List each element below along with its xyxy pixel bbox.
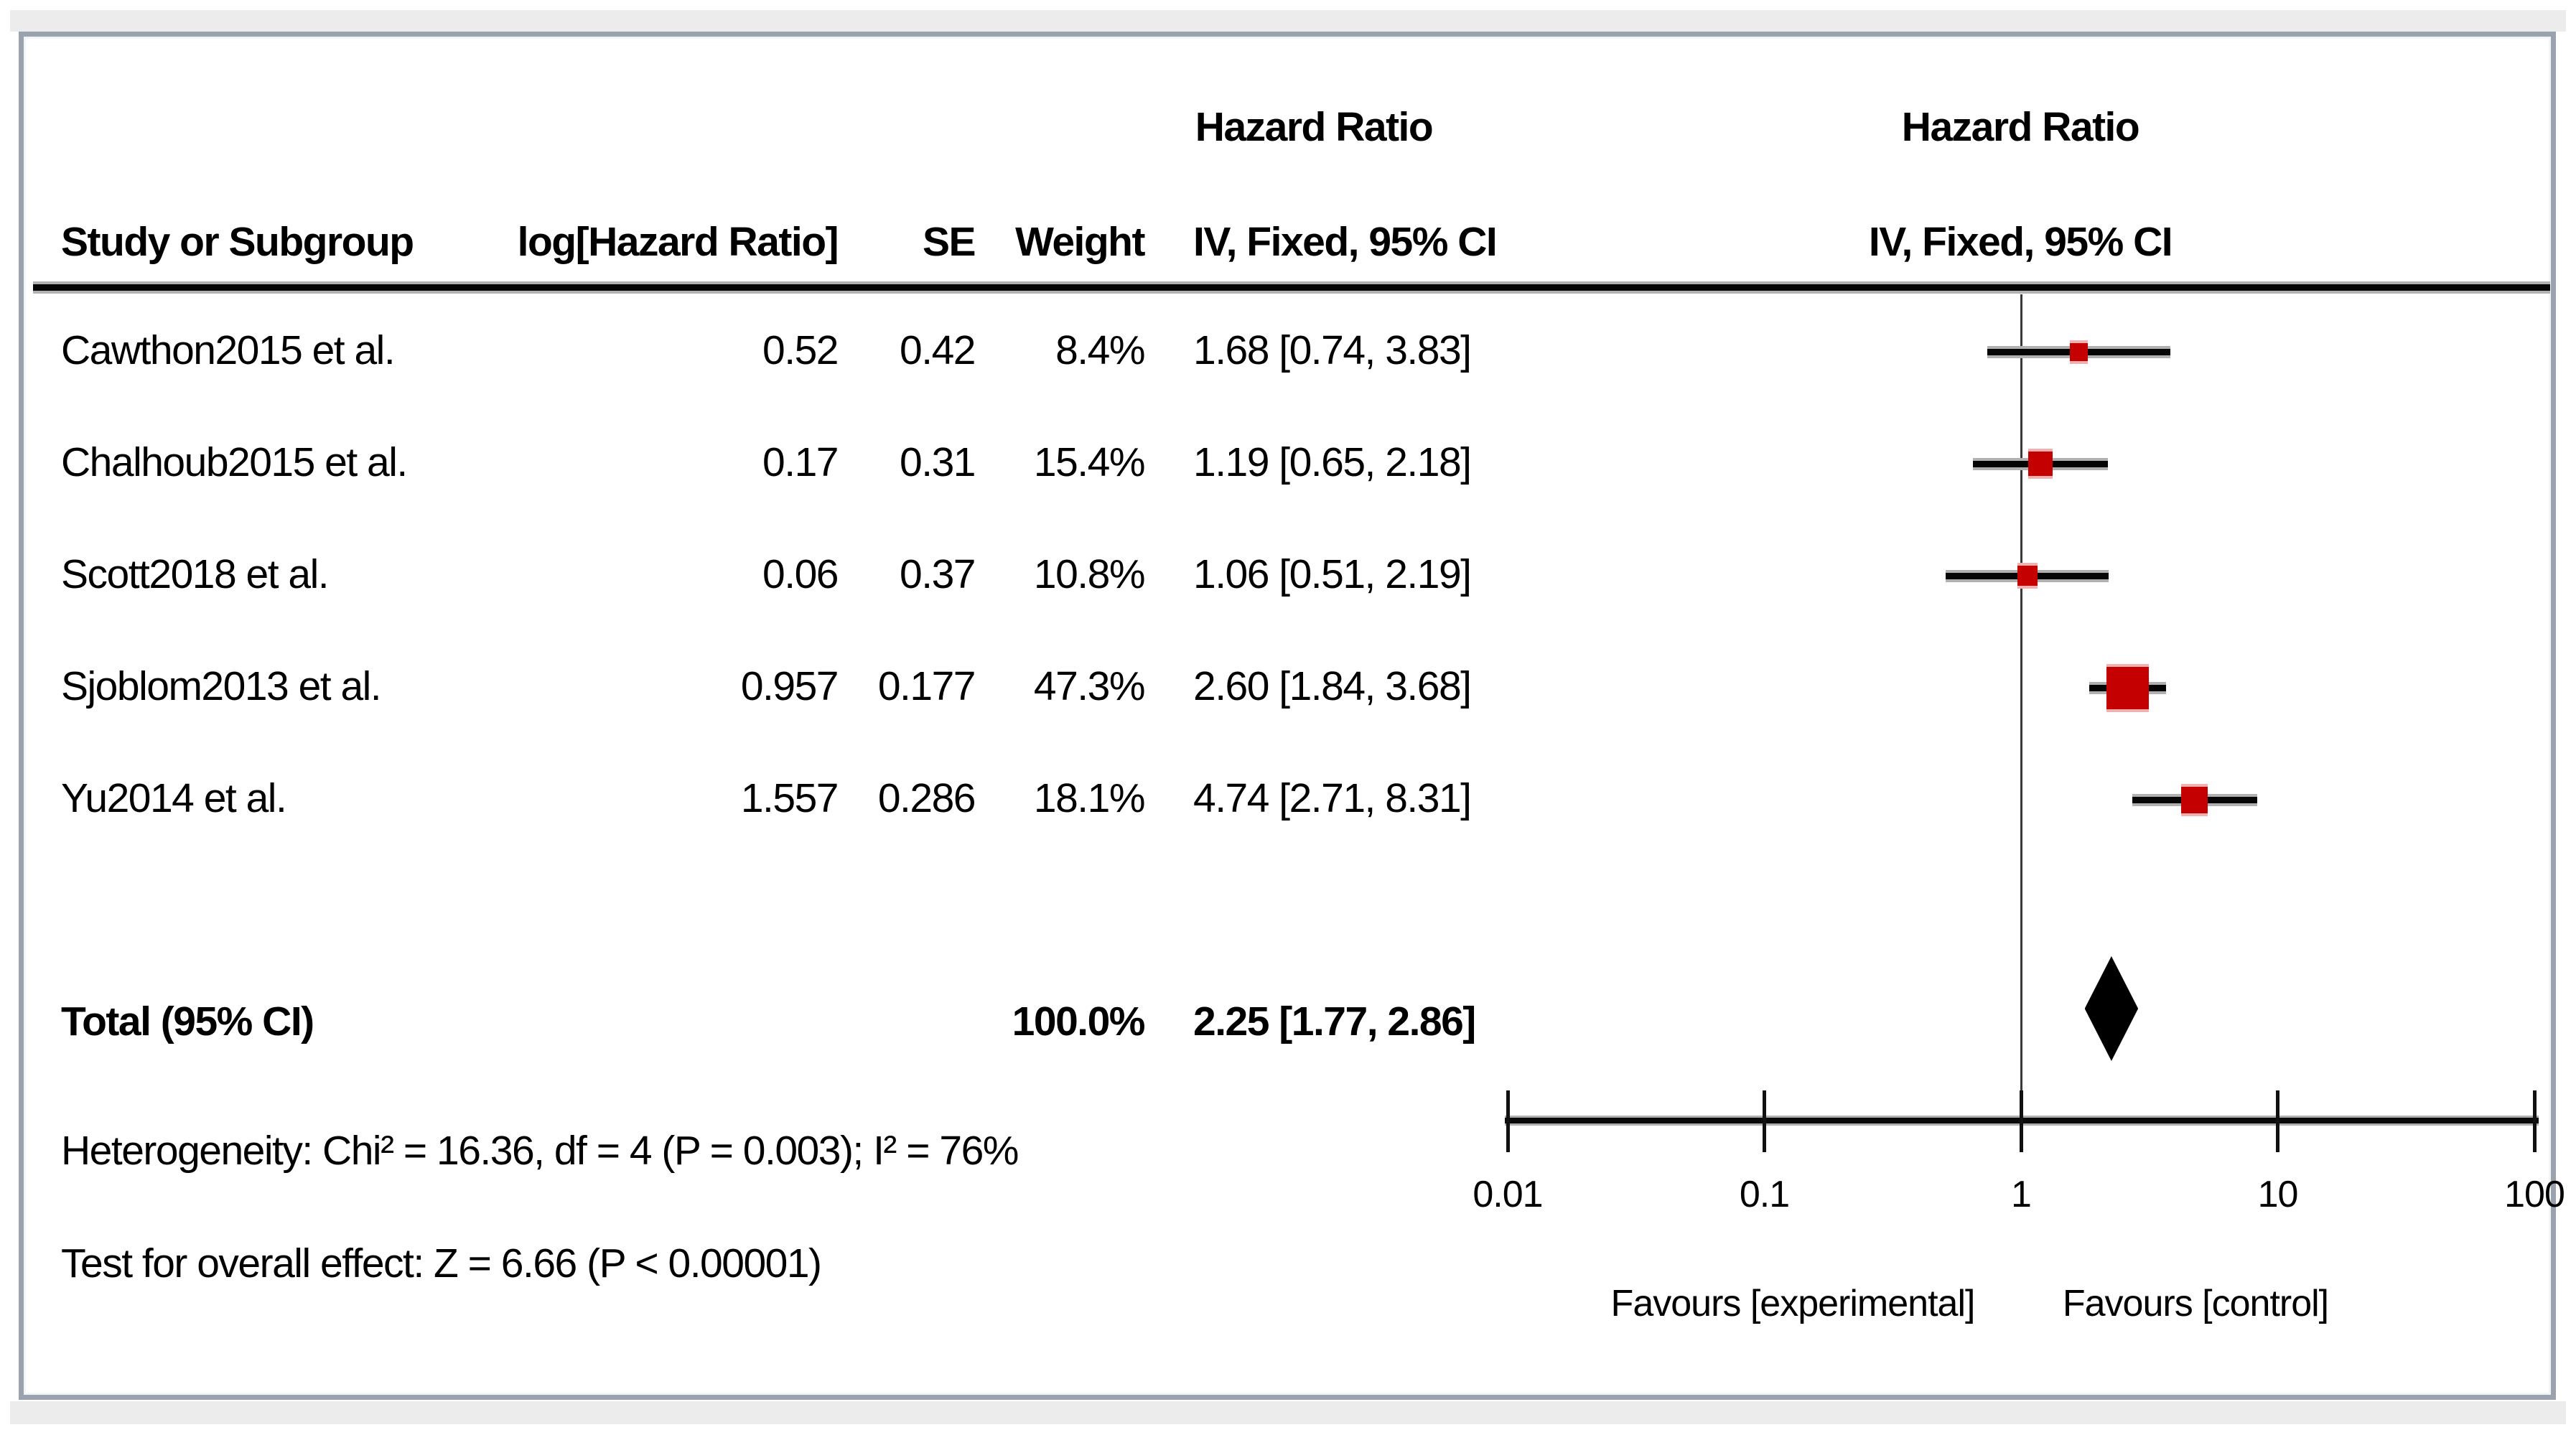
weight-value: 47.3%	[1033, 663, 1146, 709]
study-name: Cawthon2015 et al.	[61, 327, 396, 373]
loghr-value: 1.557	[740, 775, 839, 821]
study-column-header: Study or Subgroup	[61, 219, 414, 265]
loghr-value: 0.06	[762, 551, 839, 597]
effect-column-subheader: IV, Fixed, 95% CI	[1193, 219, 1498, 265]
axis-tick	[2019, 1090, 2023, 1152]
study-name: Scott2018 et al.	[61, 551, 330, 597]
effect-column-title: Hazard Ratio	[1195, 104, 1434, 150]
se-value: 0.286	[877, 775, 976, 821]
axis-tick-label: 100	[2504, 1174, 2565, 1215]
axis-tick	[2276, 1090, 2279, 1152]
weight-value: 10.8%	[1033, 551, 1146, 597]
effect-marker	[2017, 566, 2038, 586]
total-weight: 100.0%	[1012, 999, 1146, 1044]
effect-marker	[2106, 666, 2149, 709]
effect-value: 2.60 [1.84, 3.68]	[1193, 663, 1472, 709]
study-name: Chalhoub2015 et al.	[61, 439, 408, 485]
loghr-column-header: log[Hazard Ratio]	[517, 219, 839, 265]
weight-value: 18.1%	[1033, 775, 1146, 821]
weight-value: 8.4%	[1055, 327, 1145, 373]
loghr-value: 0.957	[740, 663, 839, 709]
se-value: 0.177	[877, 663, 976, 709]
plot-panel	[19, 32, 2556, 1400]
total-effect: 2.25 [1.77, 2.86]	[1193, 999, 1476, 1044]
effect-value: 1.06 [0.51, 2.19]	[1193, 551, 1472, 597]
se-column-header: SE	[922, 219, 976, 265]
axis-tick-label: 0.1	[1739, 1174, 1790, 1215]
effect-value: 1.68 [0.74, 3.83]	[1193, 327, 1472, 373]
effect-marker	[2070, 342, 2089, 361]
plot-column-title: Hazard Ratio	[1901, 104, 2140, 150]
summary-diamond	[2084, 956, 2139, 1061]
loghr-value: 0.52	[762, 327, 839, 373]
window-top-strip	[10, 10, 2566, 32]
loghr-value: 0.17	[762, 439, 839, 485]
study-name: Sjoblom2013 et al.	[61, 663, 382, 709]
effect-value: 4.74 [2.71, 8.31]	[1193, 775, 1472, 821]
weight-column-header: Weight	[1015, 219, 1145, 265]
favours-control-label: Favours [control]	[2062, 1283, 2329, 1324]
effect-marker	[2028, 452, 2053, 476]
reference-line	[2020, 294, 2022, 1123]
overall-effect-stat: Test for overall effect: Z = 6.66 (P < 0…	[61, 1240, 822, 1286]
axis-tick	[1763, 1090, 1766, 1152]
axis-tick-label: 10	[2257, 1174, 2299, 1215]
effect-value: 1.19 [0.65, 2.18]	[1193, 439, 1472, 485]
header-divider	[33, 281, 2550, 294]
axis-tick	[1506, 1090, 1510, 1152]
se-value: 0.42	[900, 327, 976, 373]
study-name: Yu2014 et al.	[61, 775, 287, 821]
se-value: 0.31	[900, 439, 976, 485]
effect-marker	[2181, 786, 2208, 813]
axis-tick	[2532, 1090, 2537, 1152]
favours-experimental-label: Favours [experimental]	[1610, 1283, 1976, 1324]
weight-value: 15.4%	[1033, 439, 1146, 485]
axis-tick-label: 1	[2011, 1174, 2032, 1215]
total-label: Total (95% CI)	[61, 999, 314, 1044]
axis-tick-label: 0.01	[1473, 1174, 1543, 1215]
window-bottom-strip	[10, 1401, 2566, 1424]
se-value: 0.37	[900, 551, 976, 597]
plot-column-subheader: IV, Fixed, 95% CI	[1868, 219, 2173, 265]
